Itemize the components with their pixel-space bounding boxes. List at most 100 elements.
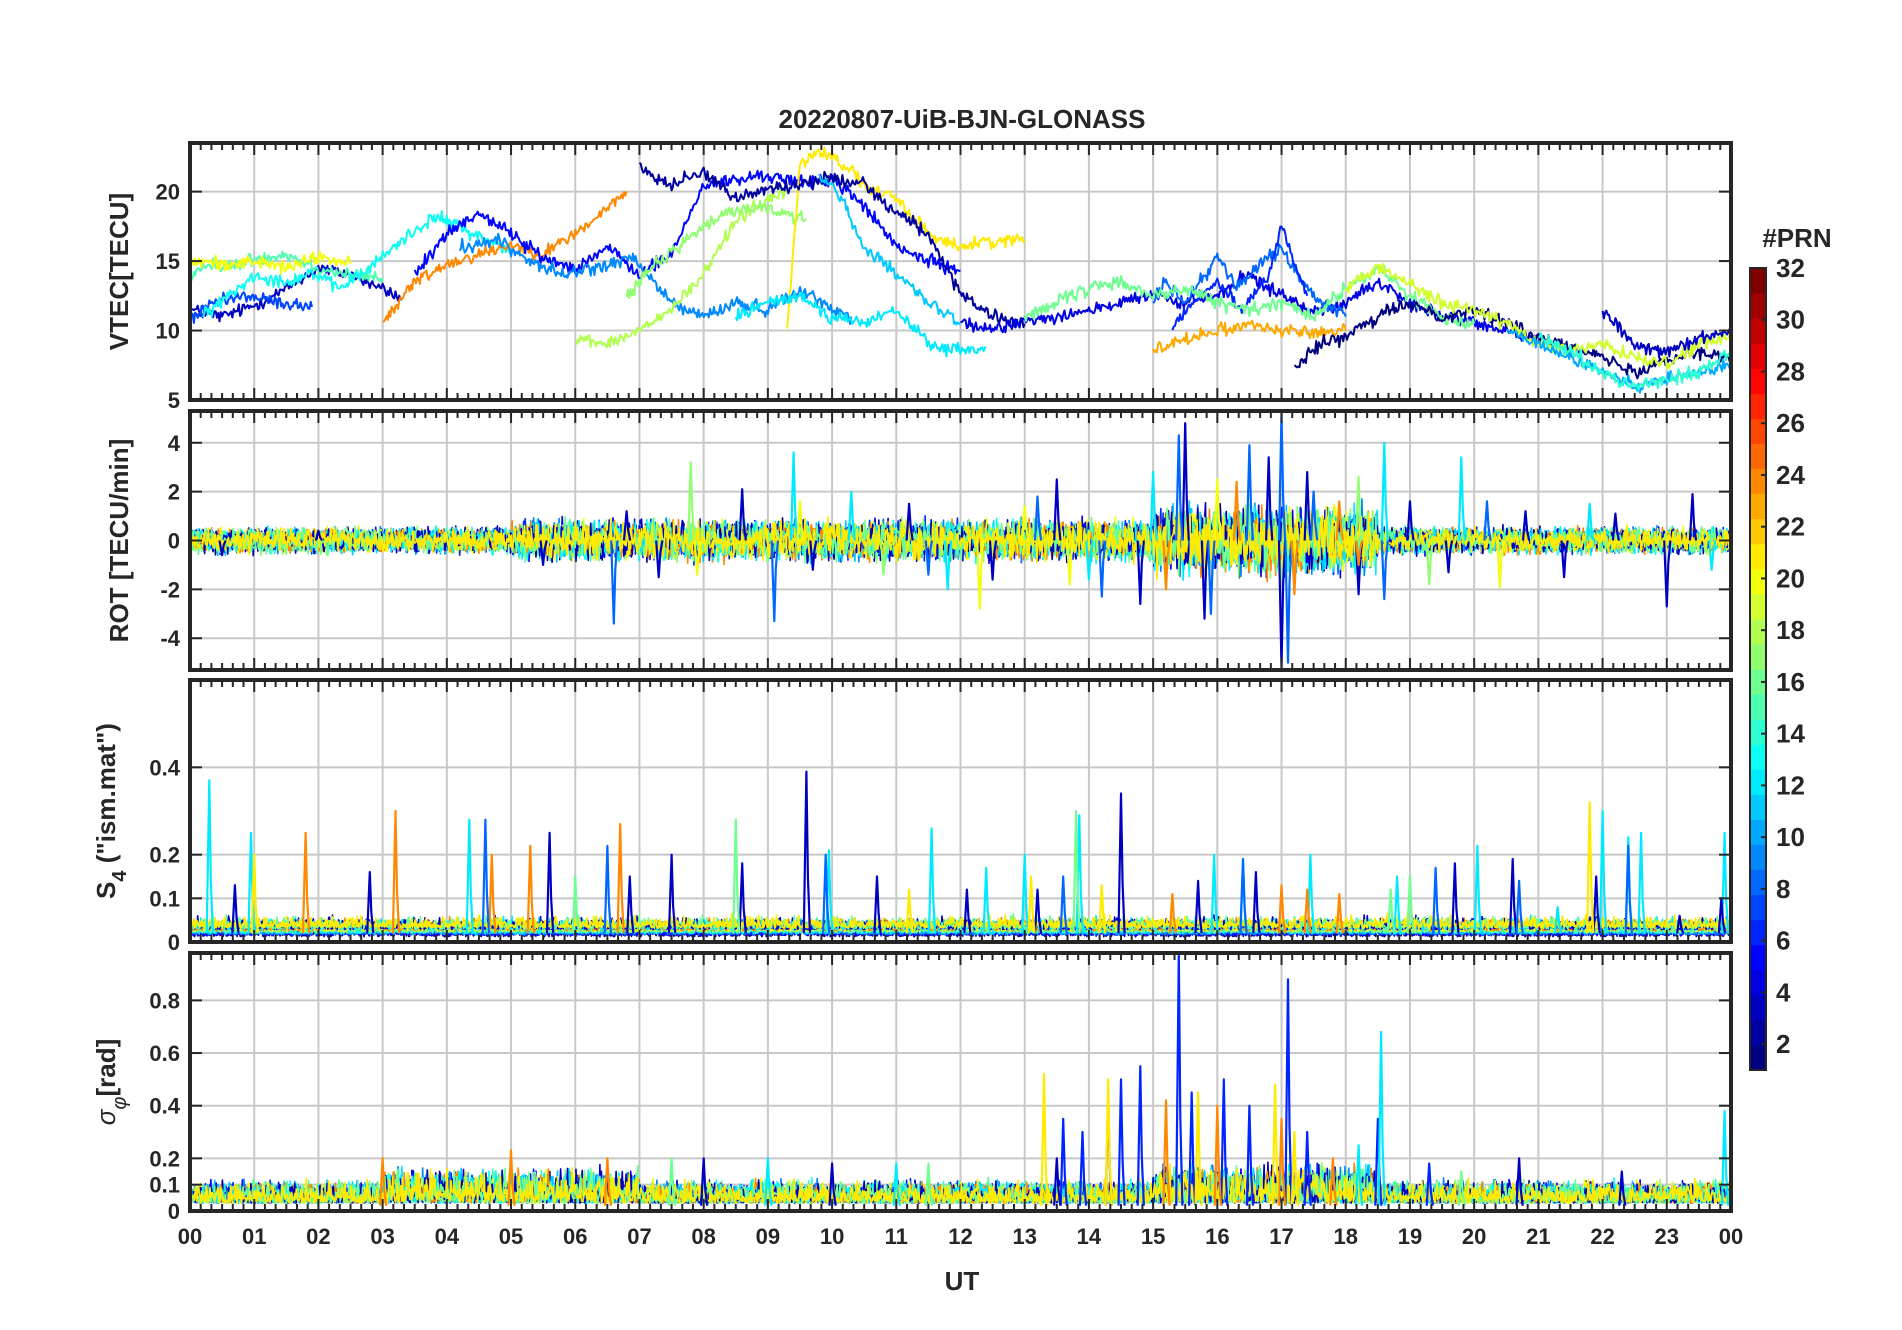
tick-marks xyxy=(189,953,1732,1212)
colorbar-segment xyxy=(1750,744,1766,770)
sigphi-spike-prn24 xyxy=(603,1157,612,1206)
vtec-series-prn3 xyxy=(190,264,403,323)
rot-spike-prn3 xyxy=(1136,540,1145,606)
colorbar-segment xyxy=(1750,919,1766,946)
rot-spike-prn3 xyxy=(1521,510,1531,541)
vtec-series-prn6 xyxy=(1171,225,1309,331)
x-tick-label: 17 xyxy=(1269,1224,1293,1249)
vtec-series-prn19 xyxy=(1344,262,1731,370)
colorbar-tick-label: 22 xyxy=(1776,512,1805,542)
x-tick-label: 20 xyxy=(1462,1224,1486,1249)
rot-spike-prn20 xyxy=(1496,540,1505,588)
x-tick-label: 03 xyxy=(370,1224,394,1249)
rot-spike-prn20 xyxy=(976,540,985,610)
s4-spike-prn8 xyxy=(1059,875,1068,934)
sigphi-spike-prn6 xyxy=(1117,1078,1126,1206)
s4-spike-prn24 xyxy=(301,831,311,934)
colorbar-segment xyxy=(1750,518,1766,545)
s4-spike-prn16 xyxy=(1387,888,1396,934)
x-tick-label: 02 xyxy=(306,1224,330,1249)
x-tick-label: 00 xyxy=(1719,1224,1743,1249)
s4-spike-prn3 xyxy=(231,884,240,934)
y-tick-label: 0.8 xyxy=(149,988,180,1013)
rot-spike-prn3 xyxy=(655,540,664,579)
s4-spike-prn3 xyxy=(963,888,972,934)
s4-spike-prn3 xyxy=(1451,862,1460,934)
data-lines xyxy=(190,953,1731,1206)
s4-spike-prn3 xyxy=(873,875,882,934)
y-tick-label: -4 xyxy=(160,626,180,651)
vtec-series-prn4 xyxy=(960,270,1540,343)
y-axis-label-rest: ("ism.mat") xyxy=(91,723,121,870)
colorbar-segment xyxy=(1750,443,1766,470)
rot-spike-prn8 xyxy=(1310,490,1319,541)
x-tick-label: 07 xyxy=(627,1224,651,1249)
y-axis-label: ROT [TECU/min] xyxy=(104,439,134,643)
s4-spike-prn24 xyxy=(1277,884,1287,934)
s4-spike-prn16 xyxy=(732,818,741,934)
vtec-series-prn11 xyxy=(818,173,961,326)
x-tick-label: 09 xyxy=(756,1224,780,1249)
colorbar-tick-label: 4 xyxy=(1776,977,1791,1007)
rot-spike-prn8 xyxy=(1277,412,1287,541)
s4-spike-prn16 xyxy=(1072,809,1081,934)
rot-spike-prn24 xyxy=(1335,500,1344,541)
s4-spike-prn24 xyxy=(526,844,535,934)
rot-spike-prn3 xyxy=(1053,478,1062,541)
y-tick-label: 0.2 xyxy=(149,1146,180,1171)
tick-marks xyxy=(189,680,1732,943)
colorbar-segment xyxy=(1750,719,1766,745)
x-tick-label: 23 xyxy=(1655,1224,1679,1249)
sigphi-spike-prn12 xyxy=(1377,1030,1386,1206)
s4-spike-prn24 xyxy=(1168,892,1178,934)
y-axis-label-main: S xyxy=(91,882,121,899)
colorbar-segment xyxy=(1750,543,1766,570)
colorbar-segment xyxy=(1750,669,1766,695)
x-tick-label: 06 xyxy=(563,1224,587,1249)
s4-spike-prn12 xyxy=(1021,853,1030,934)
colorbar-segment xyxy=(1750,343,1766,369)
rot-spike-prn3 xyxy=(218,540,227,557)
s4-spike-prn12 xyxy=(1306,853,1316,934)
colorbar-segment xyxy=(1750,1019,1766,1046)
x-tick-label: 13 xyxy=(1012,1224,1036,1249)
y-axis-label-rest: [rad] xyxy=(91,1039,121,1097)
colorbar-segment xyxy=(1750,994,1766,1021)
vtec-series-prn13 xyxy=(201,210,512,318)
rot-spike-prn12 xyxy=(789,451,799,541)
y-axis-label: S4 ("ism.mat") xyxy=(91,723,131,899)
s4-spike-prn12 xyxy=(247,831,256,934)
x-tick-label: 04 xyxy=(435,1224,460,1249)
rot-spike-prn3 xyxy=(1444,540,1454,574)
sigphi-spike-prn3 xyxy=(1053,1157,1062,1206)
rot-noise-prn21 xyxy=(190,505,1731,581)
sigphi-spike-prn6 xyxy=(1245,1104,1255,1206)
sigphi-spike-prn24 xyxy=(379,1157,388,1206)
y-axis-label-sub: φ xyxy=(109,1097,131,1110)
sigphi-spike-prn12 xyxy=(892,1162,901,1206)
s4-spike-prn21 xyxy=(1027,875,1036,934)
sigphi-spike-prn6 xyxy=(1425,1162,1434,1206)
panel-sigphi: 00.10.2 0.4 0.6 0.8 σφ[rad] xyxy=(91,951,1733,1224)
colorbar-tick-label: 32 xyxy=(1776,253,1805,283)
rot-spike-prn12 xyxy=(1457,456,1466,541)
s4-spike-prn24 xyxy=(391,809,401,934)
x-tick-label: 14 xyxy=(1077,1224,1102,1249)
sigphi-spike-prn24 xyxy=(507,1149,516,1206)
colorbar-segment xyxy=(1750,1044,1766,1071)
rot-spike-prn3 xyxy=(738,488,747,541)
vtec-series-prn9 xyxy=(458,232,853,325)
sigphi-spike-prn3 xyxy=(1515,1157,1524,1206)
sigphi-spike-prn3 xyxy=(828,1162,837,1206)
vtec-series-prn10 xyxy=(1506,329,1731,394)
y-tick-label: 0.1 xyxy=(149,886,180,911)
colorbar-segment xyxy=(1750,393,1766,419)
y-tick-label: 10 xyxy=(156,319,180,344)
colorbar-segment xyxy=(1750,769,1766,795)
x-tick-label: 18 xyxy=(1334,1224,1358,1249)
s4-spike-prn12 xyxy=(1598,809,1608,934)
sigphi-spike-prn24 xyxy=(1329,1157,1338,1206)
colorbar-frame xyxy=(1749,267,1767,1071)
